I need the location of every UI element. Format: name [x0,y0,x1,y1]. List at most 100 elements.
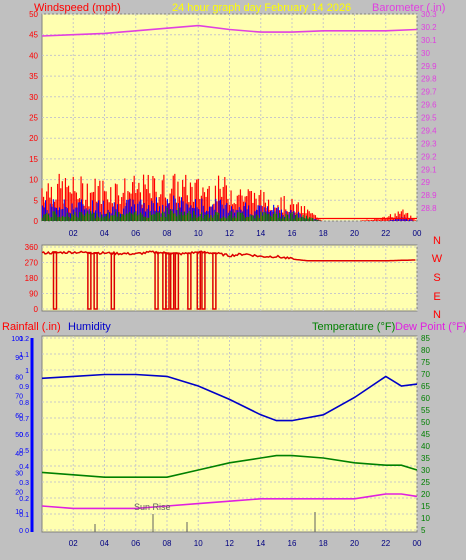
x-tick-label: 20 [350,539,359,548]
barometer-ticks: 28.8 28.9 29 29.1 29.2 29.3 29.4 29.5 29.6 29.7 29… [421,10,437,213]
axis-tick-label: 29 [421,178,430,187]
axis-tick-label: 0 [34,217,39,226]
x-tick-label: 06 [131,539,140,548]
axis-tick-label: 30 [421,466,430,475]
axis-tick-label: 20 [421,490,430,499]
compass-label: W [432,253,443,265]
rainfall-axis-title: Rainfall (.in) [2,321,61,333]
axis-tick-label: 30 [421,49,430,58]
compass-label: N [433,235,441,247]
axis-tick-label: 10 [29,176,38,185]
axis-tick-label: 10 [15,509,23,516]
direction-dropout [212,252,217,310]
axis-tick-label: 0.5 [19,448,29,455]
x-tick-label: 00 [413,539,422,548]
axis-tick-label: 30.1 [421,36,437,45]
x-tick-label: 00 [413,229,422,238]
wind-panel-x-ticks: 02 04 06 08 10 12 14 16 18 20 22 00 [69,229,422,238]
temperature-panel-x-ticks: 02 04 06 08 10 12 14 16 18 20 22 00 [69,539,422,548]
axis-tick-label: 5 [421,526,426,535]
axis-tick-label: 90 [29,290,38,299]
axis-tick-label: 28.9 [421,191,437,200]
axis-tick-label: 25 [29,114,38,123]
barometer-line [41,24,418,37]
axis-tick-label: 30 [29,93,38,102]
axis-tick-label: 50 [421,418,430,427]
temperature-ticks: 5 10 15 20 25 30 35 40 45 50 55 60 65 70 75 80 85 [421,334,430,535]
axis-tick-label: 35 [421,454,430,463]
humidity-line [41,373,418,422]
compass-label: N [433,309,441,321]
windspeed-ticks: 0 5 10 15 20 25 30 35 40 45 50 [29,10,38,226]
axis-tick-label: 180 [25,274,39,283]
axis-tick-label: 80 [15,374,23,381]
axis-tick-label: 1.2 [19,336,29,343]
x-tick-label: 18 [319,229,328,238]
barometer-axis-title: Barometer (.in) [372,2,445,14]
axis-tick-label: 29.2 [421,152,437,161]
axis-tick-label: 29.1 [421,165,437,174]
axis-tick-label: 30.3 [421,10,437,19]
x-tick-label: 12 [225,539,234,548]
axis-tick-label: 29.9 [421,62,437,71]
axis-tick-label: 20 [29,134,38,143]
axis-tick-label: 85 [421,334,430,343]
temperature-axis-title: Temperature (°F) [312,321,395,333]
axis-tick-label: 0.2 [19,496,29,503]
axis-tick-label: 90 [15,355,23,362]
x-tick-label: 12 [225,229,234,238]
axis-tick-label: 0.7 [19,416,29,423]
axis-tick-label: 15 [421,502,430,511]
x-tick-label: 08 [163,539,172,548]
axis-tick-label: 70 [421,370,430,379]
x-tick-label: 06 [131,229,140,238]
direction-degree-ticks: 0 90 180 270 360 [25,243,39,314]
axis-tick-label: 0.9 [19,384,29,391]
direction-dropout [201,251,206,310]
axis-tick-label: 5 [34,196,39,205]
axis-tick-label: 29.4 [421,126,437,135]
wind-direction-line [41,250,416,262]
axis-tick-label: 29.8 [421,75,437,84]
axis-tick-label: 28.8 [421,204,437,213]
axis-tick-label: 30 [15,470,23,477]
direction-dropout [154,251,159,310]
direction-dropout [187,252,192,310]
x-tick-label: 10 [194,539,203,548]
axis-tick-label: 20 [15,490,23,497]
axis-tick-label: 0.3 [19,480,29,487]
humidity-axis-title: Humidity [68,321,111,333]
axis-tick-label: 29.6 [421,101,437,110]
wind-speed-bars [41,173,417,221]
axis-tick-label: 40 [29,51,38,60]
axis-tick-label: 100 [11,336,23,343]
x-tick-label: 16 [288,539,297,548]
axis-tick-label: 40 [15,451,23,458]
direction-dropout [52,251,58,310]
direction-dropout [174,252,180,310]
axis-tick-label: 29.7 [421,88,437,97]
axis-tick-label: 10 [421,514,430,523]
x-tick-label: 18 [319,539,328,548]
direction-dropout [110,252,116,310]
axis-tick-label: 55 [421,406,430,415]
axis-tick-label: 0.4 [19,464,29,471]
sunrise-annotation: Sun Rise [134,502,171,512]
axis-tick-label: 1.1 [19,352,29,359]
axis-tick-label: 0 [19,528,23,535]
humidity-ticks: 0 10 20 30 40 50 60 70 80 90 100 [11,336,23,535]
axis-tick-label: 29.5 [421,114,437,123]
axis-tick-label: 80 [421,346,430,355]
x-tick-label: 04 [100,539,109,548]
axis-tick-label: 45 [29,31,38,40]
axis-tick-label: 40 [421,442,430,451]
axis-tick-label: 75 [421,358,430,367]
axis-tick-label: 0 [25,528,29,535]
axis-tick-label: 45 [421,430,430,439]
x-tick-label: 20 [350,229,359,238]
x-tick-label: 02 [69,229,78,238]
axis-tick-label: 50 [15,432,23,439]
axis-tick-label: 15 [29,155,38,164]
